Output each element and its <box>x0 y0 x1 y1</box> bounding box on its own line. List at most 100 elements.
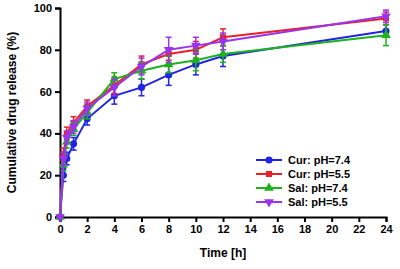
series <box>56 25 389 221</box>
tick-label: 60 <box>40 86 52 98</box>
tick-mark <box>386 217 388 222</box>
legend-item: Cur: pH=5.5 <box>256 168 350 180</box>
legend-marker <box>264 182 274 190</box>
tick: 18 <box>299 217 311 235</box>
tick-mark <box>168 217 170 222</box>
error-cap <box>193 53 199 55</box>
x-axis: 024681012141618202224 <box>57 217 393 235</box>
tick-mark <box>250 217 252 222</box>
tick-label: 14 <box>245 223 258 235</box>
tick-label: 10 <box>190 223 202 235</box>
tick: 20 <box>40 169 60 181</box>
tick: 80 <box>40 44 60 56</box>
error-cap <box>220 66 226 68</box>
marker <box>218 39 228 47</box>
error-cap <box>84 99 90 101</box>
tick-mark <box>55 133 60 135</box>
x-axis-title: Time [h] <box>200 246 246 260</box>
tick-label: 24 <box>380 223 393 235</box>
error-cap <box>166 72 172 74</box>
tick-mark <box>55 91 60 93</box>
tick-label: 8 <box>166 223 172 235</box>
error-cap <box>383 45 389 47</box>
legend-label: Cur: pH=5.5 <box>288 168 350 180</box>
marker <box>59 156 69 164</box>
marker <box>381 30 391 38</box>
error-cap <box>220 32 226 34</box>
tick: 14 <box>245 217 258 235</box>
legend-item: Cur: pH=7.4 <box>256 154 351 166</box>
y-axis-title: Cumulative drug release (%) <box>5 32 19 193</box>
error-cap <box>166 62 172 64</box>
series <box>55 10 391 222</box>
line <box>60 31 386 217</box>
tick-label: 20 <box>326 223 338 235</box>
marker <box>69 124 79 132</box>
marker <box>55 214 65 222</box>
marker <box>138 84 145 91</box>
tick: 6 <box>139 217 145 235</box>
line <box>60 18 386 217</box>
tick-mark <box>358 217 360 222</box>
tick: 2 <box>85 217 91 235</box>
legend-marker <box>264 199 274 207</box>
marks <box>55 10 391 222</box>
error-cap <box>139 78 145 80</box>
axis-line <box>61 218 387 223</box>
tick-label: 0 <box>57 223 63 235</box>
legend-marker <box>266 171 272 177</box>
error-cap <box>220 62 226 64</box>
marker <box>165 71 172 78</box>
legend-label: Sal: pH=5.5 <box>288 196 348 208</box>
error-cap <box>383 9 389 11</box>
error-cap <box>71 133 77 135</box>
tick-label: 4 <box>112 223 119 235</box>
tick-mark <box>87 217 89 222</box>
tick-label: 80 <box>40 44 52 56</box>
tick: 40 <box>40 127 60 139</box>
error-cap <box>383 22 389 24</box>
error-cap <box>383 24 389 26</box>
marker <box>164 47 174 55</box>
error-cap <box>220 49 226 51</box>
error-cap <box>193 37 199 39</box>
marker <box>218 48 228 56</box>
tick: 22 <box>353 217 365 235</box>
tick-label: 16 <box>272 223 284 235</box>
marker <box>137 64 147 72</box>
chart: 024681012141618202224020406080100Cur: pH… <box>0 0 400 269</box>
marker <box>62 135 72 143</box>
tick-label: 18 <box>299 223 311 235</box>
tick: 20 <box>326 217 338 235</box>
error-cap <box>166 85 172 87</box>
axis-line <box>55 9 61 218</box>
error-cap <box>111 72 117 74</box>
marker <box>82 106 92 114</box>
error-cap <box>111 103 117 105</box>
tick: 16 <box>272 217 284 235</box>
legend-marker <box>265 156 272 163</box>
tick-label: 6 <box>139 223 145 235</box>
tick-mark <box>304 217 306 222</box>
error-cap <box>84 118 90 120</box>
error-cap <box>111 78 117 80</box>
error-cap <box>383 24 389 26</box>
tick-mark <box>55 8 60 10</box>
tick-label: 100 <box>34 2 52 14</box>
marker <box>191 43 201 51</box>
error-cap <box>193 53 199 55</box>
tick-label: 0 <box>46 211 52 223</box>
tick-mark <box>277 217 279 222</box>
line <box>60 35 386 217</box>
error-cap <box>84 114 90 116</box>
marker <box>191 55 201 63</box>
tick: 100 <box>34 2 60 14</box>
legend-item: Sal: pH=7.4 <box>256 182 348 194</box>
tick-label: 40 <box>40 127 52 139</box>
line <box>60 16 386 217</box>
error-cap <box>139 57 145 59</box>
error-bar <box>139 79 145 96</box>
legend-label: Sal: pH=7.4 <box>288 182 348 194</box>
error-cap <box>64 126 70 128</box>
error-cap <box>64 131 70 133</box>
